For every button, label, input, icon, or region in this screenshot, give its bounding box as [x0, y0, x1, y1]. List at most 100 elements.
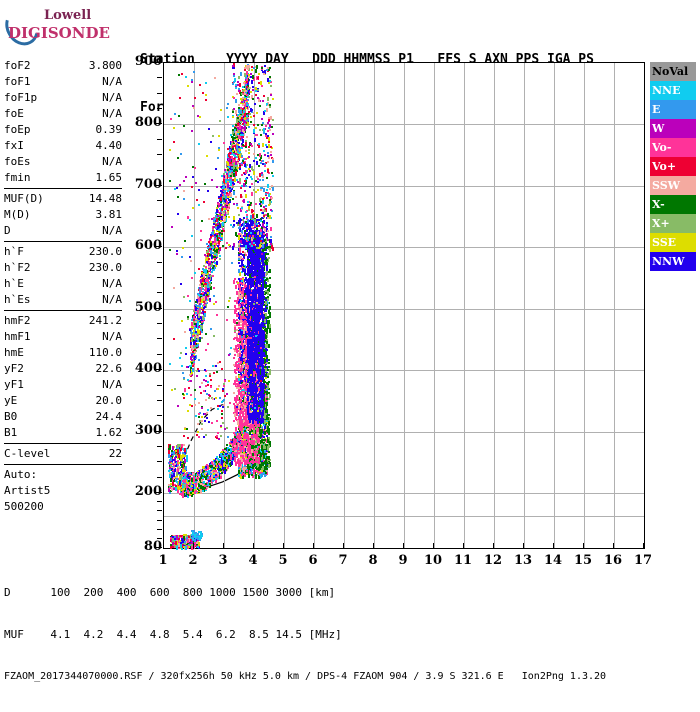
echo-point [213, 474, 215, 477]
echo-point [231, 440, 234, 443]
echo-point [252, 469, 255, 474]
echo-point [200, 480, 203, 485]
echo-point [238, 264, 241, 267]
param-key: hmF2 [4, 314, 31, 327]
echo-point [224, 466, 227, 469]
echo-point [229, 444, 232, 447]
echo-point [218, 473, 221, 476]
echo-point [217, 475, 220, 478]
echo-point [223, 463, 226, 468]
echo-point [230, 448, 233, 453]
echo-point [242, 255, 245, 259]
echo-point [265, 443, 268, 446]
param-row: MUF(D) 14.48 [4, 191, 122, 207]
echo-point [218, 471, 221, 474]
echo-point [262, 465, 265, 470]
echo-point [233, 368, 236, 373]
echo-point [264, 414, 267, 419]
echo-point [190, 493, 193, 498]
param-row: h`F 230.0 [4, 244, 122, 260]
echo-point [266, 438, 269, 443]
echo-point [200, 480, 203, 483]
echo-point [258, 453, 261, 456]
echo-point [189, 484, 192, 488]
echo-point [208, 479, 210, 482]
echo-point [193, 484, 196, 487]
echo-point [239, 439, 242, 444]
echo-point [238, 259, 241, 262]
echo-point [191, 489, 194, 494]
param-row: C-level 22 [4, 446, 122, 462]
echo-point [243, 329, 246, 334]
echo-point [268, 397, 270, 400]
echo-point [208, 484, 211, 489]
echo-point [242, 434, 245, 439]
echo-point [221, 460, 224, 465]
echo-point [219, 455, 222, 458]
echo-point [233, 324, 236, 327]
echo-point [258, 445, 261, 448]
echo-point [206, 483, 208, 486]
logo-digisonde-text: DIGISONDE [8, 24, 110, 42]
echo-point [216, 464, 219, 467]
echo-point [224, 453, 227, 456]
echo-point [266, 258, 269, 261]
echo-point [223, 458, 226, 460]
echo-point [236, 301, 239, 304]
echo-point [239, 424, 242, 426]
echo-point [234, 383, 237, 386]
grid-line-vertical [434, 63, 435, 548]
echo-point [234, 455, 237, 458]
param-value: N/A [102, 277, 122, 290]
echo-point [245, 466, 248, 469]
echo-point [235, 417, 238, 419]
ionogram-plot-area[interactable] [163, 62, 645, 551]
echo-point [197, 477, 200, 480]
echo-point [241, 394, 244, 399]
echo-point [244, 446, 247, 448]
param-row: foF1p N/A [4, 90, 122, 106]
echo-point [237, 405, 240, 410]
echo-point [195, 479, 198, 481]
echo-point [189, 490, 192, 493]
echo-point [264, 318, 267, 323]
echo-point [265, 252, 268, 255]
echo-point [238, 412, 241, 417]
echo-point [241, 452, 244, 455]
echo-point [267, 376, 269, 379]
echo-point [226, 450, 229, 453]
echo-point [197, 471, 200, 474]
param-value: 3.800 [88, 59, 122, 72]
echo-point [218, 472, 221, 475]
echo-point [234, 353, 237, 356]
echo-point [235, 290, 238, 295]
echo-point [255, 443, 258, 446]
echo-point [267, 447, 270, 452]
echo-point [227, 449, 230, 452]
echo-point [263, 444, 266, 449]
grid-line-horizontal [164, 493, 644, 494]
echo-point [238, 258, 240, 260]
echo-point [195, 483, 198, 487]
param-value: 20.0 [95, 394, 123, 407]
param-row: foEp 0.39 [4, 122, 122, 138]
echo-point [204, 483, 207, 485]
echo-point [237, 330, 240, 333]
echo-point [230, 459, 233, 462]
echo-point [233, 305, 236, 308]
echo-point [246, 467, 249, 470]
echo-point [180, 493, 183, 496]
echo-point [238, 343, 241, 348]
param-value: N/A [102, 155, 122, 168]
echo-point [194, 490, 196, 493]
echo-point [215, 475, 218, 478]
echo-point [253, 439, 256, 442]
echo-point [233, 310, 236, 314]
param-divider [4, 464, 122, 465]
echo-point [235, 409, 238, 412]
echo-point [201, 477, 204, 479]
echo-point [208, 475, 211, 478]
param-value: N/A [102, 293, 122, 306]
echo-point [241, 283, 244, 286]
param-key: h`E [4, 277, 24, 290]
